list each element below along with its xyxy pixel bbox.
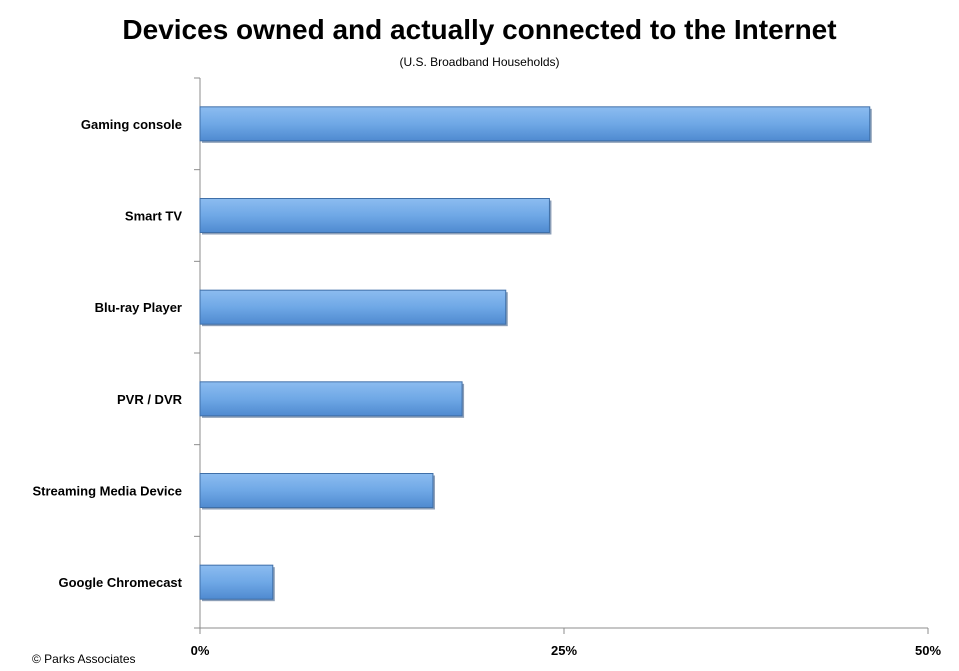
category-label: Smart TV xyxy=(125,209,182,224)
copyright-credit: © Parks Associates xyxy=(32,652,136,666)
chart-title: Devices owned and actually connected to … xyxy=(122,14,837,45)
bar xyxy=(199,381,463,417)
category-label: Google Chromecast xyxy=(58,575,182,590)
category-label: PVR / DVR xyxy=(117,392,183,407)
bar xyxy=(199,106,871,142)
x-tick-label: 50% xyxy=(915,643,941,658)
x-tick-label: 25% xyxy=(551,643,577,658)
category-label: Blu-ray Player xyxy=(95,300,182,315)
chart-subtitle: (U.S. Broadband Households) xyxy=(399,55,560,69)
bar xyxy=(199,289,507,325)
x-tick-label: 0% xyxy=(191,643,210,658)
bar xyxy=(199,198,550,233)
bar xyxy=(199,473,434,508)
category-label: Streaming Media Device xyxy=(32,484,182,499)
bar xyxy=(199,564,274,600)
category-label: Gaming console xyxy=(81,117,182,132)
